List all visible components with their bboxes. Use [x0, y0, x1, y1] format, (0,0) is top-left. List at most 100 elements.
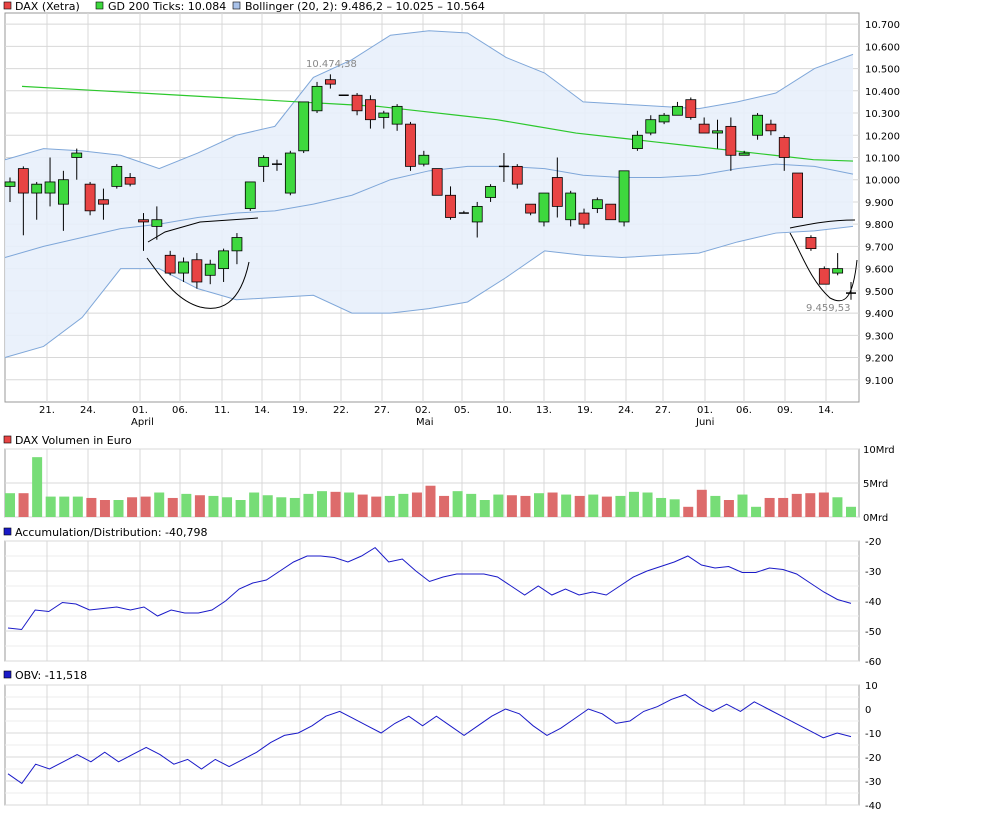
x-tick-label: 06.	[736, 405, 752, 416]
volume-bar	[289, 497, 300, 517]
month-label-april: April	[131, 417, 154, 428]
candle-down	[365, 99, 376, 121]
volume-bar	[574, 495, 585, 517]
candle-down	[778, 137, 790, 158]
volume-bar	[628, 491, 639, 517]
candle-down	[98, 199, 109, 205]
volume-bar	[520, 495, 531, 517]
volume-bar	[411, 492, 422, 517]
volume-legend: DAX Volumen in Euro	[3, 434, 132, 447]
ad-y-tick-label: -40	[865, 597, 881, 608]
volume-bar	[439, 495, 450, 517]
candle-down	[84, 183, 96, 212]
candle-down	[405, 123, 416, 167]
candle-up	[565, 192, 577, 221]
ad-y-tick-label: -30	[865, 567, 881, 578]
x-tick-label: 22.	[333, 405, 349, 416]
ad-legend: Accumulation/Distribution: -40,798	[3, 526, 208, 539]
price-y-tick-label: 9.800	[865, 220, 894, 231]
volume-bar	[846, 506, 856, 517]
price-y-tick-label: 9.500	[865, 287, 894, 298]
volume-y-tick-label: 10Mrd	[863, 445, 895, 456]
candle-up	[244, 181, 256, 210]
candle-up	[44, 181, 56, 194]
volume-bar	[723, 500, 734, 517]
ad-series-path	[7, 546, 852, 631]
candle-up	[378, 112, 390, 118]
candle-up	[672, 105, 683, 116]
legend-obv-swatch	[3, 670, 12, 679]
ad-y-tick-label: -20	[865, 537, 881, 548]
candle-up	[632, 134, 643, 149]
legend-dax-label: DAX (Xetra)	[15, 0, 80, 13]
volume-bar	[696, 489, 707, 517]
obv-y-tick-label: 10	[865, 681, 878, 692]
x-tick-label: 10.	[496, 405, 512, 416]
legend-volume-label: DAX Volumen in Euro	[15, 434, 132, 447]
candle-up	[658, 114, 670, 123]
candle-up	[712, 130, 723, 134]
candle-up	[204, 263, 216, 276]
volume-panel: 0Mrd 5Mrd 10Mrd	[4, 445, 895, 524]
x-tick-label: 13.	[536, 405, 552, 416]
price-y-tick-label: 9.600	[865, 265, 894, 276]
volume-bar	[601, 496, 612, 517]
legend-volume-swatch	[3, 435, 12, 444]
volume-bar	[466, 493, 477, 517]
volume-bar	[222, 497, 233, 517]
candle-down	[765, 123, 777, 132]
bollinger-lower-line	[4, 225, 854, 359]
candle-up	[231, 237, 243, 252]
legend-obv-label: OBV: -11,518	[15, 669, 87, 682]
volume-bar	[778, 497, 789, 517]
volume-bar	[479, 500, 490, 517]
candle-up	[31, 183, 43, 194]
candle-up	[738, 152, 750, 156]
volume-bar	[5, 493, 15, 517]
volume-bar	[588, 494, 599, 517]
price-y-axis: 9.100 9.200 9.300 9.400 9.500 9.600 9.700 9.800…	[865, 20, 900, 387]
x-tick-label: 24.	[80, 405, 96, 416]
obv-series-path	[7, 694, 852, 785]
ma200-path	[21, 85, 854, 162]
volume-bar	[330, 491, 341, 517]
candle-down	[17, 168, 29, 194]
volume-bar	[140, 496, 151, 517]
low-annotation: 9.459,53	[806, 303, 851, 314]
volume-y-tick-label: 5Mrd	[863, 479, 888, 490]
x-tick-label: 01.	[697, 405, 713, 416]
bollinger-band	[4, 30, 854, 359]
month-label-mai: Mai	[416, 417, 434, 428]
ad-line	[7, 546, 852, 631]
obv-y-tick-label: 0	[865, 705, 871, 716]
price-y-tick-label: 9.400	[865, 309, 894, 320]
candle-down	[805, 237, 817, 250]
x-tick-label: 19.	[577, 405, 593, 416]
obv-panel: 10 0 -10 -20 -30 -40	[4, 681, 881, 812]
volume-bar	[371, 496, 382, 517]
price-y-tick-label: 10.400	[865, 87, 900, 98]
candle-up	[178, 261, 189, 274]
volume-bar	[194, 495, 205, 517]
candle-up	[4, 181, 16, 187]
candle-down	[725, 125, 737, 156]
ad-grid	[5, 540, 859, 662]
volume-bar	[805, 493, 816, 517]
volume-bar	[425, 485, 436, 517]
legend-ma-swatch	[95, 1, 104, 10]
x-axis: 21. 24. 01. 06. 11. 14. 19. 22. 27. 02. 05. 10. 13. 1…	[39, 405, 834, 416]
volume-bar	[751, 506, 762, 517]
candle-up	[151, 219, 163, 227]
ad-y-tick-label: -50	[865, 627, 881, 638]
price-y-tick-label: 10.000	[865, 176, 900, 187]
volume-bar	[154, 492, 165, 517]
volume-bar	[764, 497, 775, 517]
volume-bar	[547, 492, 558, 517]
volume-bar	[534, 493, 545, 517]
volume-bars	[5, 457, 856, 517]
volume-bar	[615, 495, 626, 517]
x-tick-label: 05.	[454, 405, 470, 416]
volume-y-axis: 0Mrd 5Mrd 10Mrd	[863, 445, 895, 524]
volume-bar	[357, 494, 368, 517]
volume-bar	[72, 496, 83, 517]
